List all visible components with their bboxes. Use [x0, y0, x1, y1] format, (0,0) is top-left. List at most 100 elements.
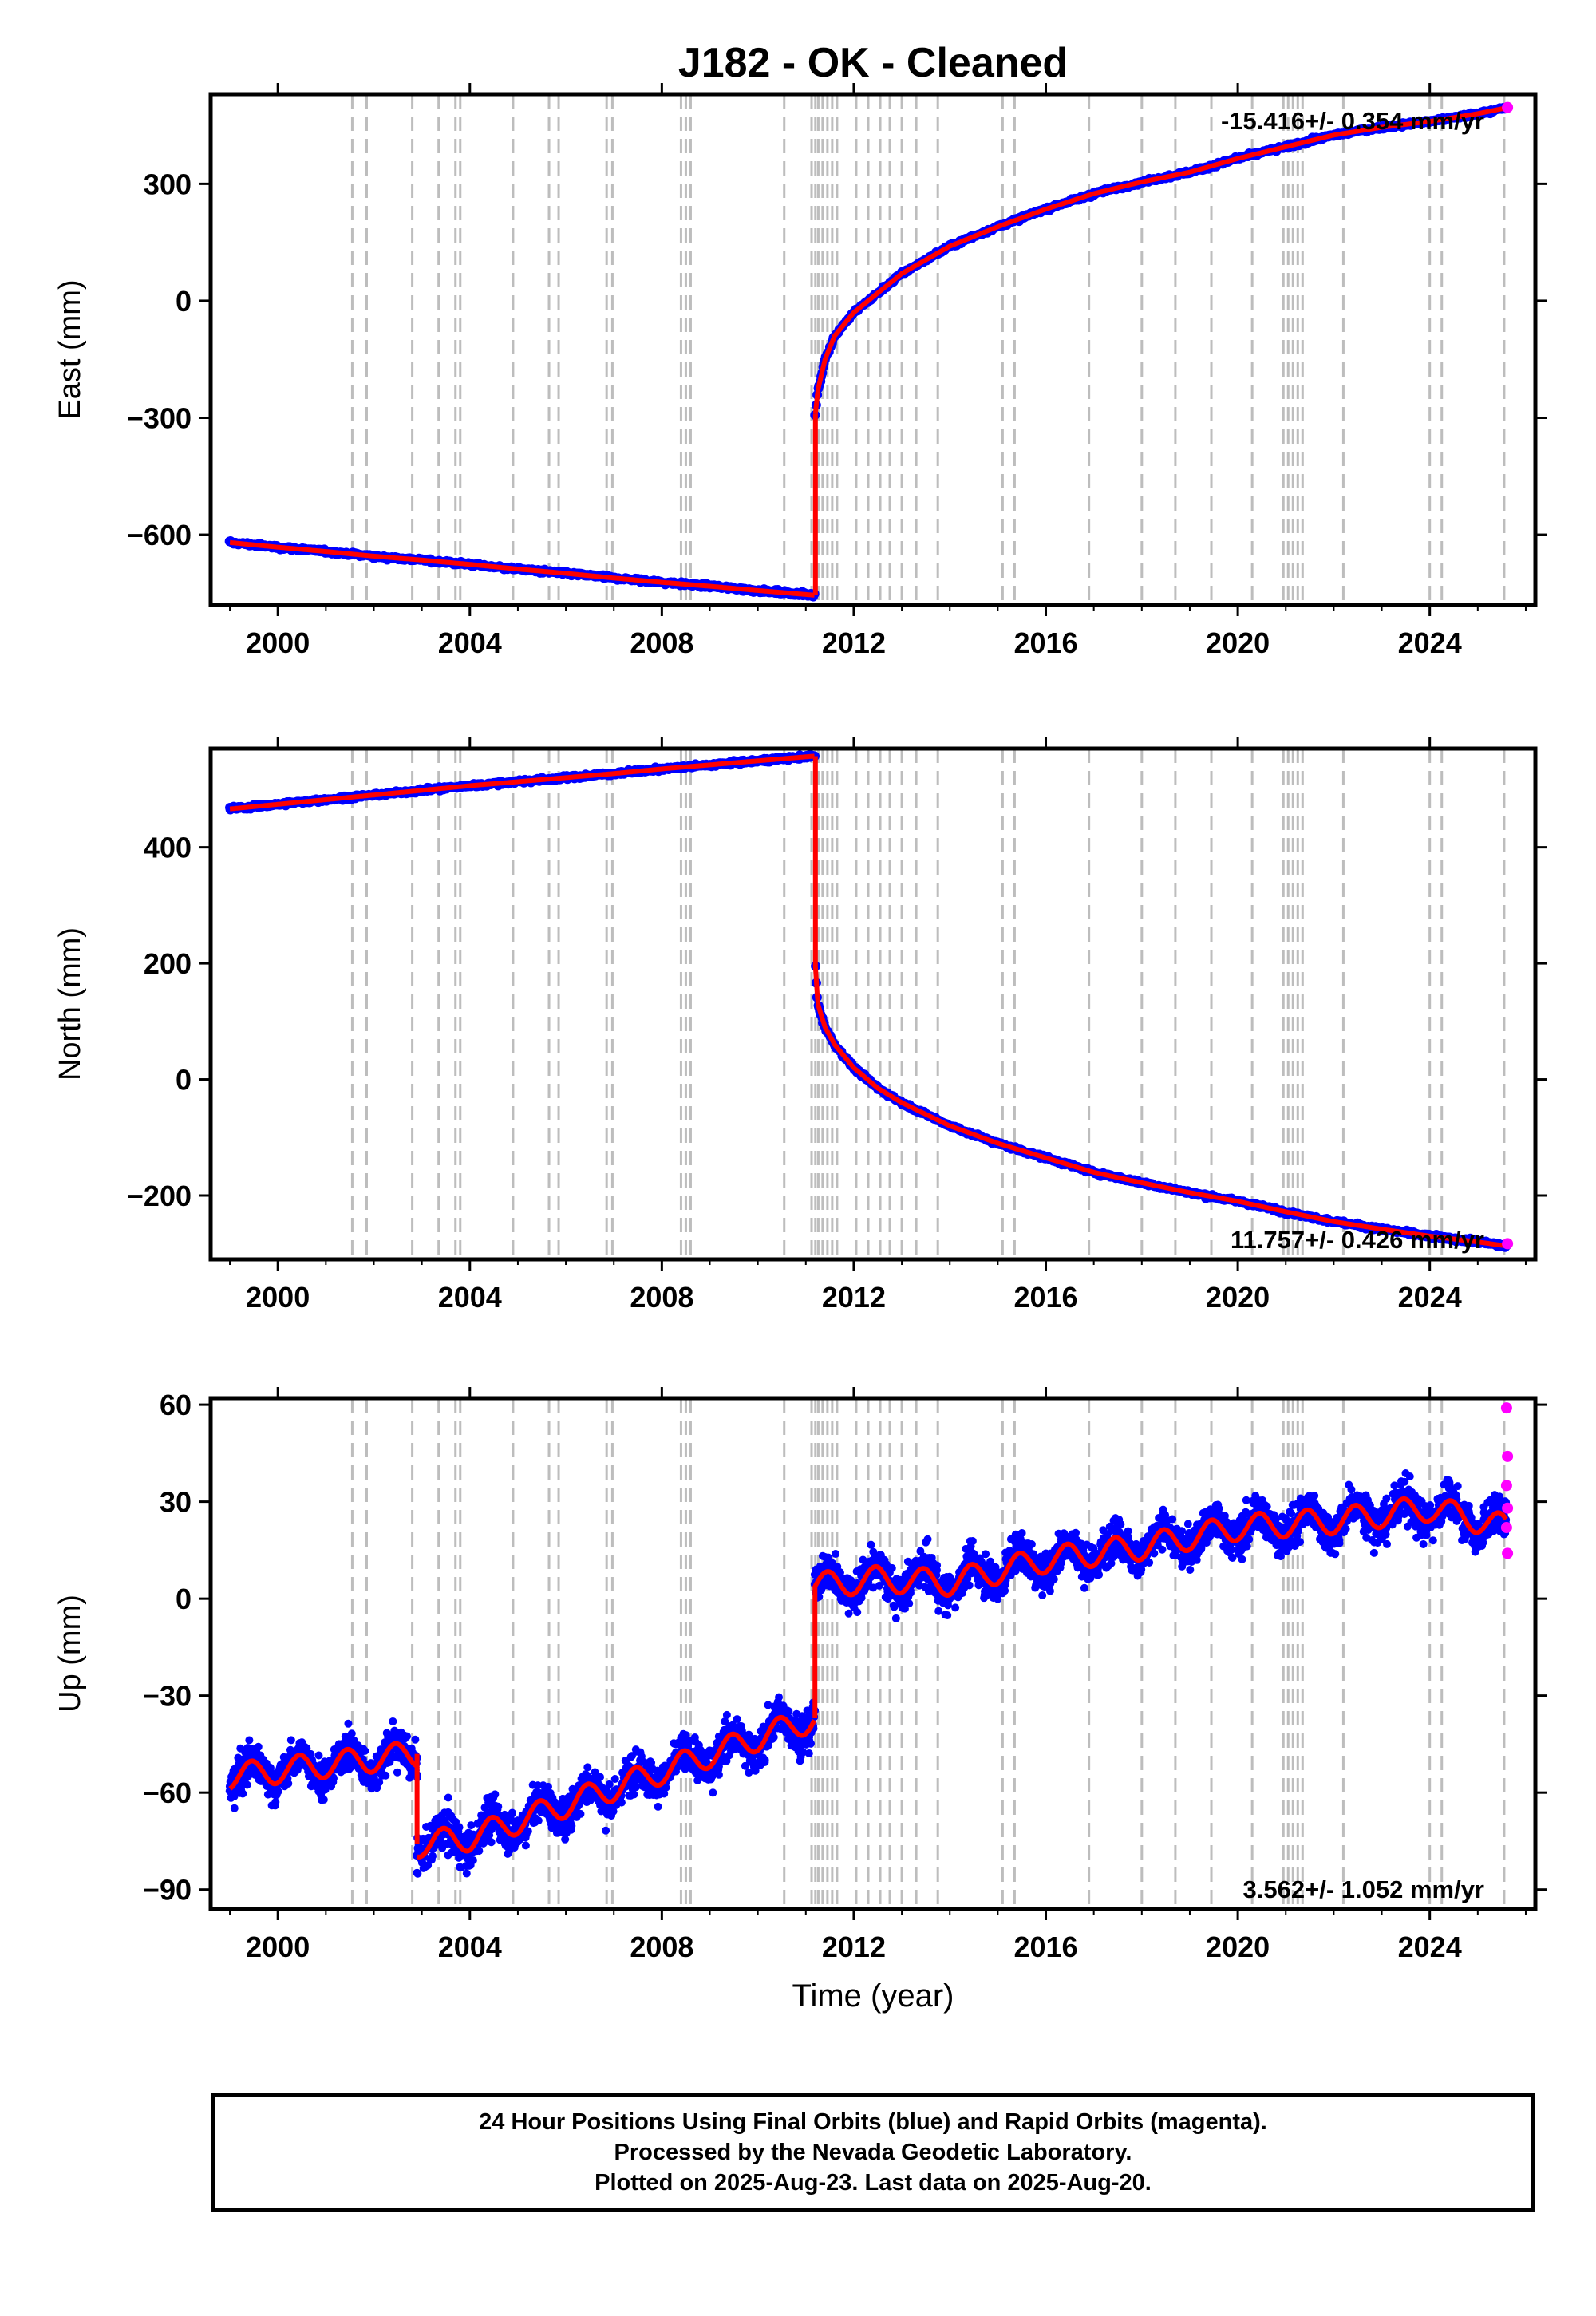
x-tick-label: 2000 — [246, 1281, 310, 1314]
data-point — [411, 1735, 420, 1744]
data-point — [230, 1804, 239, 1812]
rate-label: -15.416+/- 0.354 mm/yr — [1221, 107, 1484, 135]
x-tick-label: 2016 — [1013, 626, 1077, 659]
data-point — [631, 1783, 640, 1792]
data-point — [630, 1790, 638, 1799]
data-point — [853, 1608, 862, 1617]
x-tick-label: 2012 — [822, 1281, 886, 1314]
model-segment — [812, 966, 1508, 1249]
model-curve — [228, 753, 1508, 1249]
data-point — [429, 1852, 437, 1860]
y-tick-label: 200 — [144, 947, 192, 980]
data-point — [344, 1719, 353, 1728]
data-point — [602, 1826, 610, 1835]
x-tick-label: 2008 — [630, 626, 693, 659]
data-point — [751, 1766, 760, 1775]
data-point — [576, 1809, 585, 1818]
panel-east: 2000 2004 2008 2012 2016 2020 2024−600−3000300… — [53, 83, 1547, 659]
plot-area — [225, 1398, 1514, 1909]
data-point — [508, 1808, 516, 1817]
model-segment — [812, 105, 1508, 414]
data-point — [610, 1775, 619, 1784]
data-point — [543, 1782, 552, 1791]
data-point — [284, 1779, 293, 1788]
x-tick-label: 2004 — [438, 1281, 502, 1314]
data-point — [784, 1707, 793, 1716]
y-tick-label: 300 — [144, 168, 192, 200]
rapid-orbit-point — [1502, 101, 1514, 113]
x-tick-label: 2024 — [1398, 626, 1462, 659]
plot-frame — [208, 746, 1538, 1262]
x-tick-label: 2004 — [438, 626, 502, 659]
data-point — [286, 1736, 295, 1745]
data-point — [591, 1768, 599, 1777]
data-point — [455, 1823, 464, 1832]
data-point — [596, 1773, 605, 1781]
data-point — [254, 1742, 263, 1751]
data-point — [681, 1731, 690, 1740]
data-point — [583, 1763, 592, 1772]
data-point — [271, 1797, 280, 1806]
data-point — [491, 1790, 500, 1799]
data-point — [347, 1729, 356, 1738]
data-point — [487, 1838, 496, 1847]
data-point — [733, 1715, 741, 1724]
data-point — [722, 1710, 731, 1719]
y-tick-label: 0 — [176, 1064, 192, 1097]
data-point — [561, 1835, 570, 1844]
data-point — [605, 1780, 614, 1788]
data-point — [306, 1749, 315, 1758]
data-point — [413, 1869, 422, 1878]
x-tick-label: 2000 — [246, 626, 310, 659]
data-point — [804, 1749, 813, 1758]
x-tick-label: 2012 — [822, 626, 886, 659]
data-point — [521, 1841, 530, 1850]
data-point — [567, 1822, 576, 1831]
data-point — [319, 1796, 328, 1804]
model-segment — [228, 539, 816, 598]
data-point — [361, 1746, 369, 1755]
data-point — [468, 1856, 477, 1864]
x-tick-label: 2016 — [1013, 1281, 1077, 1314]
data-point — [239, 1789, 247, 1798]
data-point — [314, 1751, 323, 1760]
x-tick-label: 2020 — [1206, 1281, 1270, 1314]
x-tick-label: 2024 — [1398, 1281, 1462, 1314]
data-point — [274, 1787, 282, 1796]
data-point — [857, 1594, 866, 1603]
plot-area — [225, 749, 1514, 1259]
data-point — [760, 1756, 769, 1765]
data-point — [775, 1693, 784, 1701]
panel-up: 2000 2004 2008 2012 2016 2020 2024−90−60−30030… — [53, 1387, 1547, 1963]
plot-area — [224, 94, 1514, 605]
data-point — [534, 1816, 543, 1825]
data-point — [807, 1739, 816, 1748]
data-point — [867, 1540, 875, 1549]
data-point — [467, 1821, 476, 1830]
y-tick-label: −200 — [127, 1180, 192, 1212]
data-point — [745, 1769, 753, 1777]
data-point — [329, 1773, 338, 1782]
plot-frame — [208, 92, 1538, 607]
y-tick-label: −600 — [127, 519, 192, 551]
data-point — [393, 1768, 401, 1777]
model-segment — [228, 753, 816, 812]
data-point — [714, 1770, 723, 1779]
data-point — [245, 1736, 254, 1745]
y-tick-label: −300 — [127, 401, 192, 434]
data-point — [243, 1780, 251, 1789]
data-point — [709, 1788, 717, 1797]
data-point — [523, 1827, 532, 1836]
data-point — [375, 1778, 384, 1787]
data-point — [609, 1807, 618, 1816]
data-point — [550, 1797, 559, 1806]
data-point — [444, 1793, 452, 1802]
y-tick-label: 0 — [176, 285, 192, 318]
y-axis-title: East (mm) — [53, 279, 87, 419]
data-point — [654, 1802, 662, 1811]
y-tick-label: 400 — [144, 832, 192, 864]
x-tick-label: 2008 — [630, 1281, 693, 1314]
data-point — [832, 1550, 840, 1559]
data-point — [494, 1802, 503, 1811]
